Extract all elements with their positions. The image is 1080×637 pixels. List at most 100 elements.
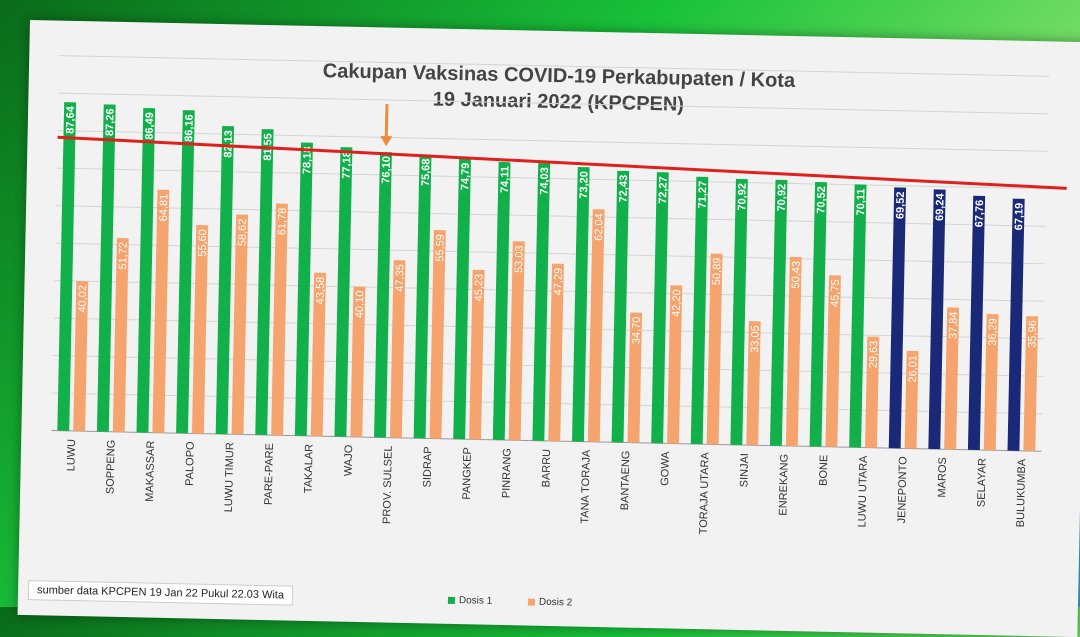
data-label-dosis2: 42,20 (671, 289, 684, 317)
bar-dosis2 (73, 280, 89, 432)
bar-dosis1 (453, 158, 471, 440)
data-label-dosis2: 58,62 (236, 219, 249, 247)
category-label: SOPPENG (104, 440, 117, 495)
data-label-dosis1: 77,18 (341, 151, 354, 179)
bar-dosis1 (1007, 198, 1025, 451)
bar-dosis1 (611, 170, 630, 443)
chart-panel: Cakupan Vaksinas COVID-19 Perkabupaten /… (17, 20, 1080, 637)
category-label: PALOPO (184, 441, 197, 486)
category-label: SIDRAP (422, 446, 435, 487)
data-label-dosis2: 45,23 (473, 274, 486, 302)
data-label-dosis1: 87,26 (104, 108, 117, 136)
bar-chart: 87,64 40,02 LUWU 87,26 51,72 SOPPENG 86,49 64,8… (51, 55, 1067, 534)
category-label: SELAYAR (976, 458, 989, 507)
data-label-dosis2: 40,10 (354, 290, 367, 318)
category-label: BANTAENG (619, 450, 632, 510)
bar-dosis2 (667, 285, 683, 444)
data-label-dosis2: 29,63 (868, 341, 881, 369)
bar-dosis1 (690, 176, 709, 445)
bar-dosis2 (508, 241, 525, 441)
bar-dosis1 (849, 184, 867, 448)
bar-dosis2 (587, 209, 605, 443)
category-label: LUWU TIMUR (223, 442, 236, 512)
data-label-dosis1: 74,03 (539, 167, 552, 195)
category-label: PARE-PARE (263, 443, 276, 505)
category-label: TORAJA UTARA (698, 451, 712, 534)
bar-dosis2 (548, 263, 564, 442)
bar-dosis1 (374, 151, 392, 438)
gridline (59, 55, 1050, 77)
highlight-arrow (384, 104, 389, 139)
gridline (57, 130, 1048, 152)
category-label: PROV. SULSEL (381, 445, 395, 524)
category-label: BARRU (540, 449, 553, 488)
category-label: PINRANG (500, 448, 513, 498)
legend-swatch (447, 596, 456, 605)
category-label: MAROS (936, 457, 949, 498)
category-label: ENREKANG (777, 454, 790, 516)
bar-dosis2 (350, 286, 366, 438)
bar-dosis1 (215, 126, 235, 435)
bar-dosis1 (294, 142, 313, 436)
bar-dosis1 (572, 167, 590, 442)
bar-dosis1 (176, 110, 195, 434)
data-label-dosis2: 64,81 (158, 194, 171, 222)
bar-dosis2 (904, 350, 919, 449)
bar-dosis1 (96, 104, 116, 432)
data-label-dosis2: 47,35 (394, 264, 407, 292)
bar-dosis1 (413, 154, 432, 439)
bar-dosis1 (651, 172, 669, 444)
data-label-dosis1: 70,52 (815, 186, 828, 214)
category-label: BULUKUMBA (1015, 458, 1028, 527)
bar-dosis2 (231, 214, 249, 435)
data-label-dosis1: 71,27 (697, 181, 710, 209)
bar-dosis2 (112, 237, 129, 433)
bar-dosis1 (136, 108, 156, 433)
category-label: GOWA (659, 451, 672, 486)
bar-dosis1 (492, 161, 511, 441)
data-label-dosis2: 26,01 (907, 355, 920, 383)
legend-label: Dosis 1 (458, 595, 493, 607)
data-label-dosis2: 33,05 (749, 325, 762, 353)
category-label: LUWU (65, 439, 78, 472)
data-label-dosis1: 76,10 (380, 156, 393, 184)
reference-line (57, 135, 1067, 190)
bar-dosis2 (310, 272, 327, 437)
bar-dosis2 (429, 230, 446, 439)
bar-dosis1 (888, 187, 907, 449)
data-label-dosis1: 78,18 (301, 147, 314, 175)
data-label-dosis2: 37,84 (947, 311, 960, 339)
bar-dosis2 (469, 269, 485, 440)
data-label-dosis2: 43,58 (314, 277, 327, 305)
gridline (58, 92, 1049, 115)
bar-dosis1 (730, 178, 748, 446)
category-label: TAKALAR (303, 444, 316, 494)
bar-dosis2 (1023, 316, 1039, 452)
data-label-dosis1: 73,20 (578, 171, 591, 199)
data-label-dosis1: 82,13 (222, 130, 235, 158)
data-label-dosis1: 74,79 (459, 163, 472, 191)
data-label-dosis2: 45,75 (829, 279, 842, 307)
legend-dosis1: Dosis 1 (447, 595, 493, 607)
data-label-dosis2: 62,04 (593, 213, 606, 241)
bar-dosis2 (389, 260, 406, 438)
category-label: WAJO (343, 444, 356, 476)
category-label: BONE (818, 455, 831, 486)
data-label-dosis1: 69,52 (894, 191, 907, 219)
bar-dosis1 (928, 189, 946, 450)
bar-dosis1 (809, 182, 827, 447)
category-label: SINJAI (738, 453, 751, 487)
category-label: JENEPONTO (896, 456, 909, 524)
category-label: PANGKEP (461, 447, 474, 500)
bar-dosis2 (825, 275, 841, 448)
bar-dosis2 (785, 256, 802, 447)
data-label-dosis2: 47,29 (552, 268, 565, 296)
category-label: LUWU UTARA (856, 455, 870, 528)
bar-dosis2 (191, 225, 209, 434)
data-label-dosis2: 50,89 (711, 257, 724, 285)
data-label-dosis2: 55,59 (434, 234, 447, 262)
legend-swatch (527, 598, 535, 606)
bar-dosis1 (967, 195, 986, 450)
data-label-dosis2: 35,96 (1026, 320, 1039, 348)
bar-dosis2 (271, 203, 288, 436)
